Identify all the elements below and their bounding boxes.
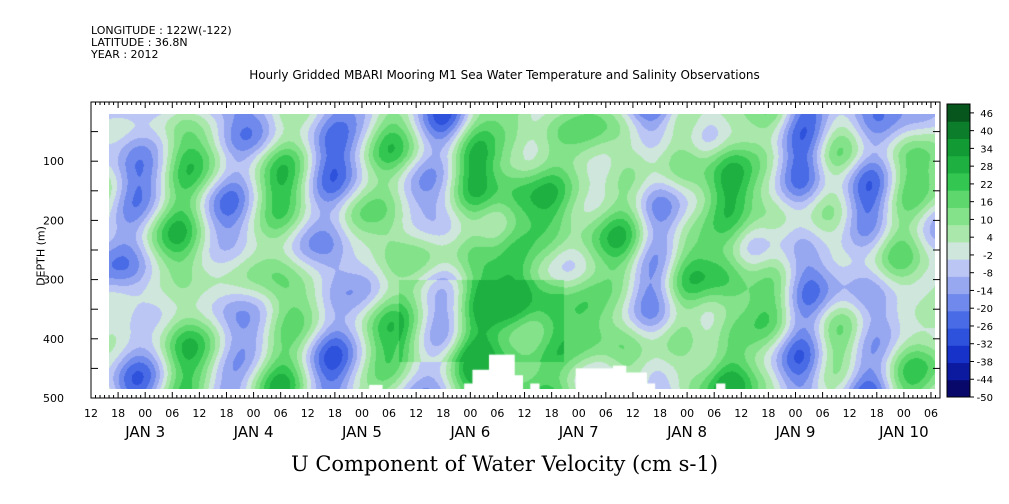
colorbar-label: 46 xyxy=(980,109,993,120)
colorbar-label: 40 xyxy=(980,127,993,138)
x-axis-label: U Component of Water Velocity (cm s-1) xyxy=(290,452,719,476)
colorbar-segment xyxy=(947,104,970,122)
x-hour-label: 18 xyxy=(111,407,125,420)
colorbar-segment xyxy=(947,224,970,243)
colorbar-label: 34 xyxy=(980,144,993,155)
colorbar-segment xyxy=(947,362,970,381)
colorbar-segment xyxy=(947,276,970,295)
x-hour-label: 00 xyxy=(138,407,152,420)
colorbar-label: -32 xyxy=(977,340,993,351)
x-hour-label: 18 xyxy=(436,407,450,420)
x-hour-label: 18 xyxy=(545,407,559,420)
x-hour-label: 12 xyxy=(626,407,640,420)
colorbar-segment xyxy=(947,345,970,364)
x-hour-label: 00 xyxy=(897,407,911,420)
latitude-label: LATITUDE : 36.8N xyxy=(91,36,188,49)
x-hour-label: 06 xyxy=(165,407,179,420)
colorbar-label: -38 xyxy=(977,357,993,368)
x-hour-label: 18 xyxy=(328,407,342,420)
y-tick-label: 200 xyxy=(43,214,64,227)
x-date-label: JAN 6 xyxy=(449,423,490,441)
colorbar-segment xyxy=(947,293,970,312)
colorbar-label: -14 xyxy=(977,286,993,297)
x-hour-label: 12 xyxy=(84,407,98,420)
colorbar-label: 4 xyxy=(987,233,993,244)
x-hour-label: 00 xyxy=(463,407,477,420)
y-tick-label: 100 xyxy=(43,155,64,168)
colorbar-segment xyxy=(947,310,970,329)
heatmap-canvas xyxy=(109,113,936,389)
colorbar-segment xyxy=(947,155,970,174)
colorbar-segment xyxy=(947,241,970,260)
colorbar-label: -50 xyxy=(977,393,993,404)
x-date-label: JAN 7 xyxy=(558,423,599,441)
x-hour-label: 06 xyxy=(274,407,288,420)
colorbar-frame xyxy=(946,103,971,398)
x-hour-label: 12 xyxy=(518,407,532,420)
colorbar-label: -20 xyxy=(977,304,993,315)
colorbar-label: 16 xyxy=(980,198,993,209)
x-date-label: JAN 10 xyxy=(878,423,929,441)
x-hour-label: 18 xyxy=(653,407,667,420)
longitude-label: LONGITUDE : 122W(-122) xyxy=(91,24,232,37)
colorbar-segment xyxy=(947,328,970,346)
x-hour-label: 00 xyxy=(355,407,369,420)
x-date-label: JAN 9 xyxy=(775,423,816,441)
colorbar-label: 10 xyxy=(980,215,993,226)
x-hour-label: 00 xyxy=(572,407,586,420)
x-hour-label: 06 xyxy=(707,407,721,420)
x-hour-label: 06 xyxy=(599,407,613,420)
x-date-label: JAN 4 xyxy=(233,423,274,441)
colorbar-segment xyxy=(947,259,970,277)
colorbar-label: -26 xyxy=(977,322,993,333)
x-hour-label: 06 xyxy=(816,407,830,420)
x-hour-label: 00 xyxy=(788,407,802,420)
colorbar-label: -8 xyxy=(983,269,993,280)
colorbar-segment xyxy=(947,190,970,208)
colorbar-segment xyxy=(947,121,970,139)
y-tick-label: 300 xyxy=(43,274,64,287)
heatmap-field xyxy=(109,113,936,389)
x-date-label: JAN 5 xyxy=(341,423,382,441)
x-hour-label: 00 xyxy=(247,407,261,420)
x-hour-label: 18 xyxy=(870,407,884,420)
colorbar-segment xyxy=(947,207,970,226)
colorbar-label: 22 xyxy=(980,180,993,191)
x-hour-label: 12 xyxy=(301,407,315,420)
colorbar-label: 28 xyxy=(980,162,993,173)
colorbar-label: -2 xyxy=(983,251,993,262)
x-hour-label: 12 xyxy=(843,407,857,420)
chart-title: Hourly Gridded MBARI Mooring M1 Sea Wate… xyxy=(249,68,760,82)
x-hour-label: 06 xyxy=(924,407,938,420)
year-label: YEAR : 2012 xyxy=(91,48,159,61)
x-hour-label: 00 xyxy=(680,407,694,420)
x-hour-label: 12 xyxy=(734,407,748,420)
x-hour-label: 18 xyxy=(219,407,233,420)
colorbar-label: -44 xyxy=(977,375,993,386)
x-hour-label: 12 xyxy=(409,407,423,420)
x-hour-label: 06 xyxy=(490,407,504,420)
x-hour-label: 18 xyxy=(761,407,775,420)
colorbar-segment xyxy=(947,379,970,398)
y-tick-label: 400 xyxy=(43,333,64,346)
y-tick-label: 500 xyxy=(43,392,64,405)
x-hour-label: 06 xyxy=(382,407,396,420)
colorbar-segment xyxy=(947,138,970,157)
x-date-label: JAN 8 xyxy=(666,423,707,441)
x-hour-label: 12 xyxy=(192,407,206,420)
x-date-label: JAN 3 xyxy=(124,423,165,441)
colorbar-segment xyxy=(947,172,970,191)
